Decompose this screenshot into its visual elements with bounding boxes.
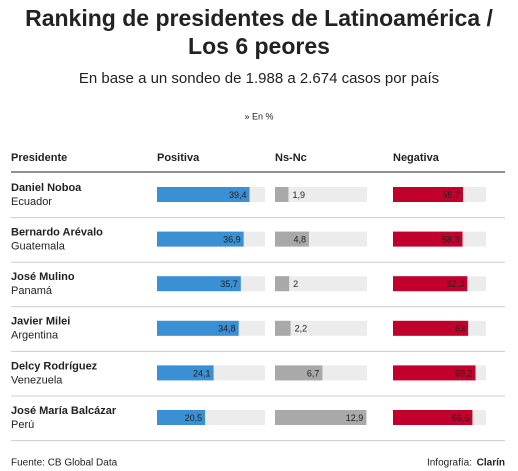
bar: [157, 365, 214, 381]
value-label: 36,9: [223, 234, 241, 244]
value-label: 24,1: [193, 368, 211, 378]
bar-track: [275, 187, 367, 202]
value-label: 34,8: [218, 324, 236, 334]
chart-title: Ranking de presidentes de Latinoamérica …: [25, 5, 493, 31]
source: Fuente: CB Global Data: [11, 458, 118, 469]
value-label: 66,6: [452, 413, 470, 423]
president-name: José María Balcázar: [11, 405, 117, 417]
country: Perú: [11, 419, 34, 431]
value-label: 2: [293, 279, 298, 289]
value-label: 2,2: [295, 324, 308, 334]
bar: [275, 276, 290, 292]
credit-name: Clarín: [477, 458, 505, 469]
country: Argentina: [11, 330, 59, 342]
column-header: Presidente: [11, 152, 67, 164]
column-header: Positiva: [157, 152, 200, 164]
bar: [275, 410, 367, 425]
bar: [393, 365, 476, 381]
value-label: 20,5: [185, 413, 203, 423]
value-label: 62,3: [447, 279, 465, 289]
value-label: 6,7: [307, 368, 320, 378]
column-header: Ns-Nc: [275, 152, 307, 164]
president-name: José Mulino: [11, 271, 75, 283]
president-name: Bernardo Arévalo: [11, 227, 103, 239]
credit-label: Infografía:: [427, 458, 472, 469]
value-label: 69,2: [455, 368, 473, 378]
president-name: Javier Milei: [11, 316, 70, 328]
president-name: Delcy Rodríguez: [11, 360, 98, 372]
bar: [275, 320, 291, 336]
value-label: 58,7: [442, 190, 460, 200]
bar: [393, 320, 469, 336]
president-name: Daniel Noboa: [11, 182, 82, 194]
country: Ecuador: [11, 196, 52, 208]
chart-title: Los 6 peores: [188, 33, 330, 59]
bar: [157, 320, 239, 336]
unit-note: » En %: [244, 111, 273, 121]
bar: [157, 231, 244, 247]
bar-track: [275, 320, 367, 336]
bar: [275, 187, 289, 202]
bar: [393, 410, 473, 425]
value-label: 58,3: [442, 234, 460, 244]
country: Guatemala: [11, 241, 66, 253]
value-label: 12,9: [346, 413, 364, 423]
value-label: 39,4: [229, 190, 247, 200]
bar: [393, 187, 463, 202]
country: Panamá: [11, 285, 53, 297]
bar: [157, 187, 250, 202]
bar: [393, 231, 463, 247]
value-label: 35,7: [220, 279, 238, 289]
value-label: 1,9: [292, 190, 305, 200]
column-header: Negativa: [393, 152, 440, 164]
bar: [393, 276, 468, 292]
bar-track: [275, 276, 367, 292]
value-label: 63: [455, 324, 465, 334]
bar: [275, 365, 323, 381]
country: Venezuela: [11, 374, 63, 386]
subtitle: En base a un sondeo de 1.988 a 2.674 cas…: [79, 70, 439, 87]
bar: [275, 231, 309, 247]
bar: [157, 276, 241, 292]
value-label: 4,8: [293, 234, 306, 244]
bar: [157, 410, 206, 425]
